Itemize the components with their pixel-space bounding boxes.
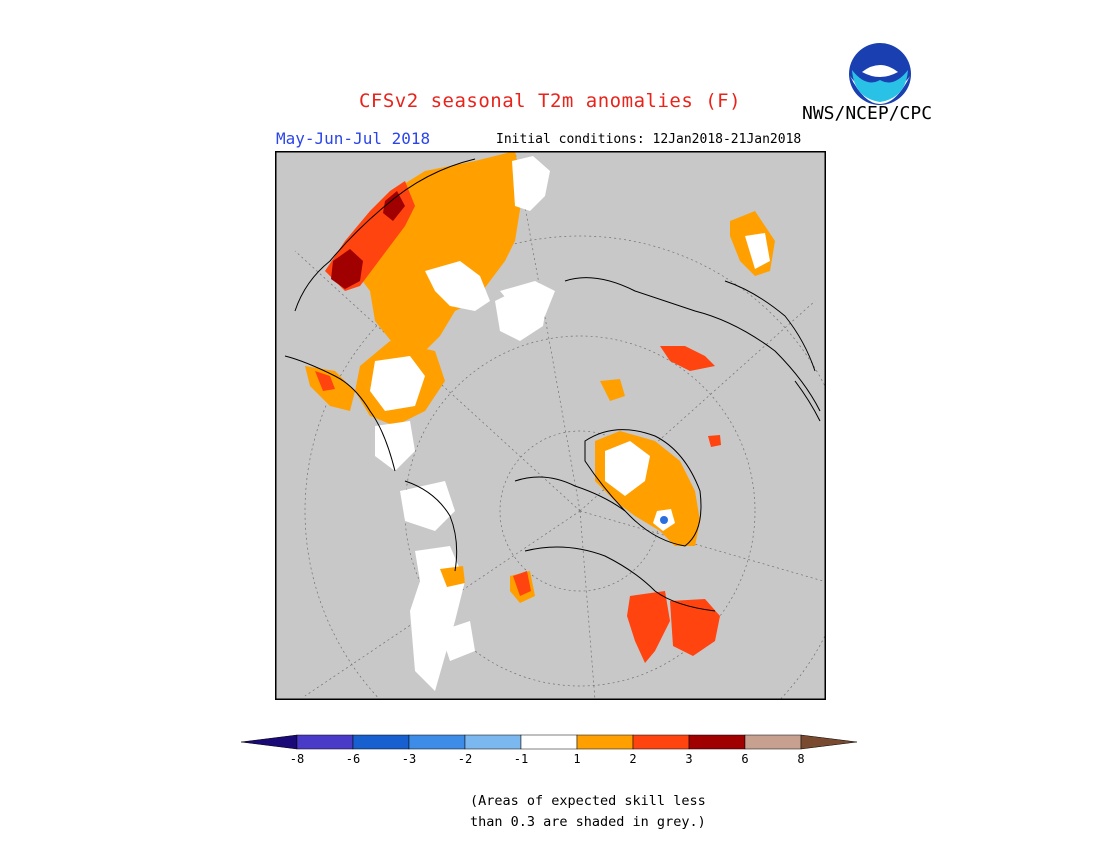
initial-conditions: Initial conditions: 12Jan2018-21Jan2018 <box>496 132 802 147</box>
colorbar-bin <box>688 734 746 750</box>
patch-east-siberia-white <box>512 156 550 211</box>
colorbar-arrow-low <box>240 734 298 750</box>
patch-labrador-red <box>670 599 720 656</box>
patch-iberia-white <box>440 621 475 661</box>
noaa-logo-icon <box>849 43 911 105</box>
map-title: CFSv2 seasonal T2m anomalies (F) <box>358 90 742 112</box>
colorbar-tick-label: 3 <box>685 752 692 766</box>
patch-siberia-white <box>425 261 490 311</box>
skill-note: (Areas of expected skill less than 0.3 a… <box>470 791 706 833</box>
colorbar-tick-label: -1 <box>514 752 528 766</box>
colorbar-tick-label: 1 <box>573 752 580 766</box>
skill-note-line1: (Areas of expected skill less <box>470 793 706 809</box>
patch-alaska-white <box>500 281 555 321</box>
patch-scandinavia-red <box>660 346 715 371</box>
coastlines <box>284 158 821 612</box>
colorbar-arrow-high <box>800 734 858 750</box>
colorbar-bin <box>352 734 410 750</box>
patch-russia-small-orange <box>600 379 625 401</box>
patch-europe-north-white <box>745 233 770 269</box>
colorbar-tick-label: -3 <box>402 752 416 766</box>
colorbar-bin <box>576 734 634 750</box>
colorbar-bin <box>520 734 578 750</box>
patch-iceland-red <box>708 435 721 447</box>
colorbar: -8 -6 -3 -2 -1 1 2 3 6 8 <box>240 734 858 766</box>
polar-anomaly-map <box>275 151 826 700</box>
colorbar-bin <box>296 734 354 750</box>
patch-central-asia-white <box>370 356 425 411</box>
colorbar-tick-label: -2 <box>458 752 472 766</box>
anomaly-patches <box>305 151 775 691</box>
patch-blue-dot <box>660 516 668 524</box>
patch-canada-east-red <box>627 591 670 663</box>
skill-note-line2: than 0.3 are shaded in grey.) <box>470 814 706 830</box>
colorbar-tick-label: -8 <box>290 752 304 766</box>
patch-greenland-white <box>605 441 650 496</box>
colorbar-tick-label: 6 <box>741 752 748 766</box>
colorbar-tick-label: -6 <box>346 752 360 766</box>
colorbar-bin <box>744 734 802 750</box>
patch-mideast-white <box>375 421 415 471</box>
colorbar-bin <box>632 734 690 750</box>
patch-siberia-darkred <box>331 249 363 289</box>
patch-siberia-darkred-2 <box>383 191 405 221</box>
patch-europe-orange <box>440 566 465 587</box>
forecast-period: May-Jun-Jul 2018 <box>276 129 431 148</box>
agency-label: NWS/NCEP/CPC <box>802 103 933 124</box>
colorbar-tick-label: 8 <box>797 752 804 766</box>
patch-canada-west-red <box>513 571 531 596</box>
patch-north-america-west-white <box>400 481 455 531</box>
colorbar-bin <box>408 734 466 750</box>
colorbar-tick-label: 2 <box>629 752 636 766</box>
map-frame <box>275 151 826 700</box>
patch-western-asia-red <box>315 371 335 391</box>
colorbar-bin <box>464 734 522 750</box>
